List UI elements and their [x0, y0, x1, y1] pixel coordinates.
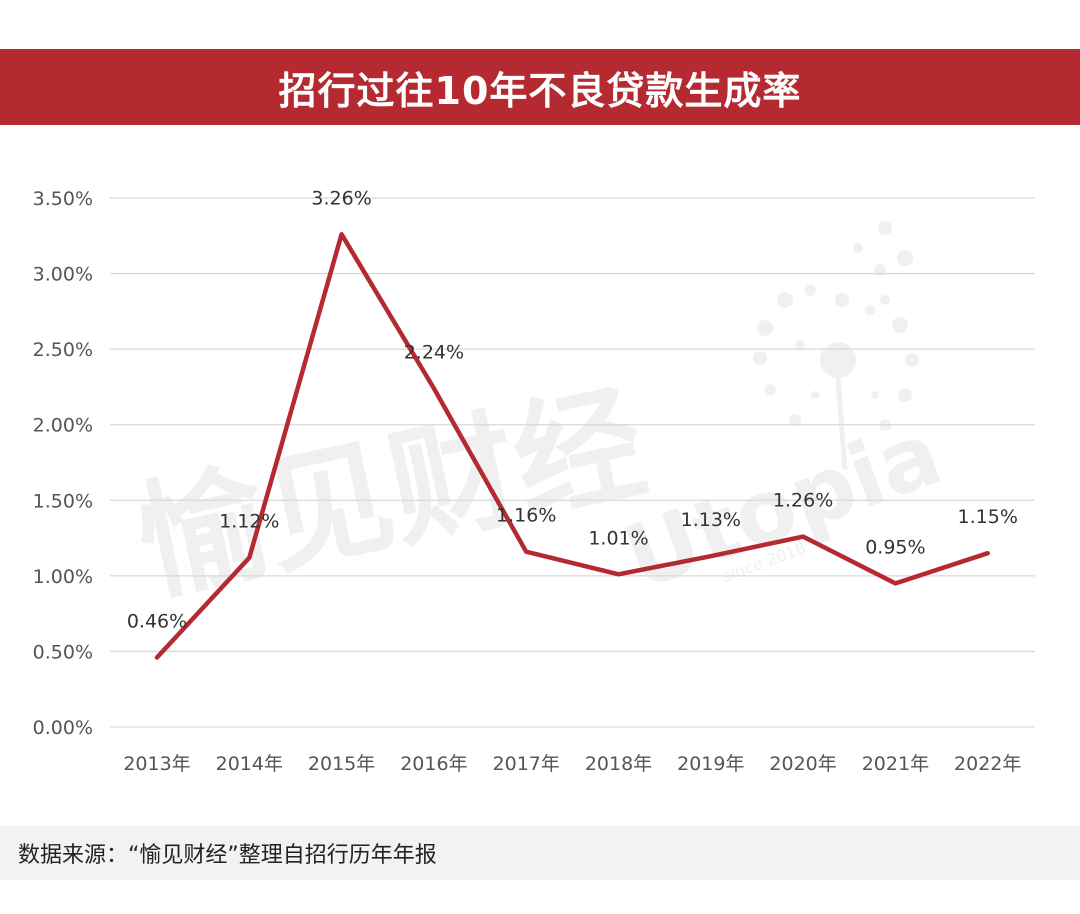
- x-tick-label: 2022年: [954, 753, 1021, 775]
- dandelion-icon: [753, 221, 919, 471]
- y-tick-label: 0.50%: [33, 641, 93, 663]
- y-tick-label: 2.50%: [33, 339, 93, 361]
- x-tick-label: 2016年: [400, 753, 467, 775]
- x-tick-label: 2020年: [769, 753, 836, 775]
- chart-title-banner: 招行过往10年不良贷款生成率: [0, 49, 1080, 125]
- y-tick-label: 3.50%: [33, 188, 93, 210]
- line-chart: 愉见财经 Utopia since 2018 0.00%0.50%1.00%1.…: [33, 187, 1035, 775]
- data-label: 1.16%: [496, 505, 556, 527]
- x-tick-label: 2019年: [677, 753, 744, 775]
- data-label: 1.01%: [588, 527, 648, 549]
- series-line: [154, 232, 990, 660]
- source-footer: 数据来源：“愉见财经”整理自招行历年年报: [0, 826, 1080, 880]
- watermark-text: 愉见财经: [125, 368, 657, 620]
- x-tick-label: 2015年: [308, 753, 375, 775]
- y-tick-label: 1.50%: [33, 490, 93, 512]
- source-note: 数据来源：“愉见财经”整理自招行历年年报: [18, 843, 437, 868]
- data-label: 3.26%: [311, 187, 371, 209]
- data-label: 1.15%: [958, 506, 1018, 528]
- data-label: 1.13%: [681, 509, 741, 531]
- data-label: 2.24%: [404, 341, 464, 363]
- data-label: 1.12%: [219, 511, 279, 533]
- y-axis: 0.00% 0.50% 1.00% 1.50% 2.00% 2.50% 3.00% 3.50%: [33, 188, 93, 739]
- x-axis: 2013年 2014年 2015年 2016年 2017年 2018年 2019年 2020年…: [123, 753, 1021, 775]
- y-tick-label: 0.00%: [33, 717, 93, 739]
- data-label: 0.46%: [127, 610, 187, 632]
- data-label: 1.26%: [773, 490, 833, 512]
- x-tick-label: 2017年: [493, 753, 560, 775]
- y-tick-label: 3.00%: [33, 264, 93, 286]
- y-tick-label: 2.00%: [33, 415, 93, 437]
- x-tick-label: 2013年: [123, 753, 190, 775]
- data-labels: 0.46% 1.12% 3.26% 2.24% 1.16% 1.01% 1.13% 1.26%…: [127, 187, 1018, 632]
- x-tick-label: 2018年: [585, 753, 652, 775]
- x-tick-label: 2021年: [862, 753, 929, 775]
- y-tick-label: 1.00%: [33, 566, 93, 588]
- x-tick-label: 2014年: [216, 753, 283, 775]
- data-label: 0.95%: [865, 536, 925, 558]
- chart-title: 招行过往10年不良贷款生成率: [278, 68, 802, 113]
